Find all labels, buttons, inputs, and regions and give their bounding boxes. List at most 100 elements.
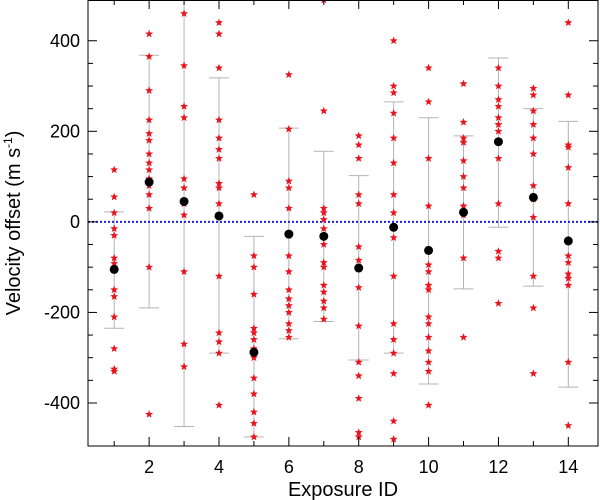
star-point bbox=[529, 106, 538, 115]
star-point bbox=[494, 154, 503, 162]
y-axis-title: Velocity offset (m s-1) bbox=[1, 131, 25, 316]
star-point bbox=[424, 201, 433, 210]
star-point bbox=[564, 358, 573, 366]
mean-marker-layer bbox=[109, 137, 573, 357]
star-point bbox=[215, 133, 223, 142]
star-point bbox=[249, 389, 258, 398]
star-point bbox=[494, 81, 503, 90]
star-point bbox=[494, 247, 503, 255]
star-point bbox=[249, 419, 258, 427]
star-point bbox=[564, 421, 573, 430]
star-point bbox=[494, 299, 503, 307]
x-axis: 2 4 6 8 10 12 14 bbox=[113, 0, 578, 477]
star-point bbox=[319, 224, 328, 233]
star-point bbox=[249, 190, 258, 199]
star-point bbox=[564, 142, 573, 151]
star-point bbox=[284, 333, 293, 341]
plot-frame bbox=[87, 0, 599, 447]
star-point bbox=[249, 290, 258, 298]
star-point bbox=[319, 281, 328, 289]
star-point bbox=[389, 88, 398, 97]
star-point bbox=[145, 29, 154, 38]
x-tick-label: 4 bbox=[214, 457, 224, 477]
star-point bbox=[494, 63, 503, 72]
star-point bbox=[389, 319, 398, 328]
star-point bbox=[494, 199, 503, 208]
star-point bbox=[354, 256, 363, 264]
star-point bbox=[319, 106, 328, 115]
star-point bbox=[354, 358, 363, 366]
star-point bbox=[215, 179, 223, 187]
star-point bbox=[459, 118, 468, 126]
star-point bbox=[215, 272, 223, 280]
star-point bbox=[284, 124, 293, 133]
star-point bbox=[249, 251, 258, 260]
star-point bbox=[110, 253, 119, 262]
star-point bbox=[284, 176, 293, 185]
star-point bbox=[215, 337, 223, 346]
star-point bbox=[354, 190, 363, 199]
star-point bbox=[110, 312, 119, 321]
star-point bbox=[529, 181, 538, 190]
star-point bbox=[284, 204, 293, 212]
star-point bbox=[354, 283, 363, 291]
star-point bbox=[249, 373, 258, 382]
x-axis-title: Exposure ID bbox=[288, 479, 398, 500]
star-point bbox=[424, 281, 433, 289]
star-point bbox=[249, 407, 258, 416]
star-point bbox=[459, 333, 468, 341]
star-point bbox=[249, 262, 258, 271]
star-point bbox=[284, 301, 293, 310]
star-point bbox=[459, 156, 468, 165]
star-point bbox=[389, 233, 398, 242]
star-point bbox=[145, 52, 154, 60]
star-point bbox=[145, 86, 154, 94]
star-point bbox=[354, 371, 363, 380]
star-point bbox=[180, 174, 189, 183]
star-point bbox=[424, 312, 433, 321]
star-point bbox=[215, 154, 223, 162]
star-point bbox=[564, 281, 573, 289]
star-point bbox=[180, 113, 189, 122]
star-point bbox=[389, 190, 398, 199]
star-point bbox=[110, 292, 119, 300]
star-point bbox=[459, 172, 468, 180]
star-point bbox=[529, 369, 538, 377]
star-point bbox=[354, 140, 363, 149]
star-point bbox=[354, 428, 363, 436]
star-point bbox=[180, 339, 189, 348]
star-point bbox=[180, 9, 189, 17]
star-point bbox=[145, 204, 154, 212]
star-point bbox=[529, 272, 538, 280]
star-point bbox=[564, 269, 573, 278]
star-point bbox=[424, 97, 433, 106]
star-point bbox=[459, 79, 468, 88]
star-point bbox=[215, 199, 223, 208]
star-point bbox=[215, 29, 223, 38]
y-tick-label: 0 bbox=[70, 212, 80, 232]
mean-point bbox=[284, 229, 294, 239]
star-point bbox=[529, 90, 538, 99]
star-point bbox=[180, 362, 189, 371]
star-point bbox=[110, 231, 119, 239]
star-point bbox=[319, 262, 328, 271]
mean-point bbox=[563, 236, 573, 246]
star-point bbox=[424, 367, 433, 375]
star-point bbox=[564, 251, 573, 260]
star-point bbox=[319, 296, 328, 305]
star-point bbox=[110, 165, 119, 174]
star-point bbox=[319, 287, 328, 296]
star-point bbox=[215, 145, 223, 153]
star-point bbox=[389, 208, 398, 217]
star-point bbox=[389, 435, 398, 443]
star-point bbox=[564, 199, 573, 208]
mean-point bbox=[354, 263, 364, 273]
star-point bbox=[249, 328, 258, 337]
star-point bbox=[284, 285, 293, 294]
star-point bbox=[424, 401, 433, 409]
star-point bbox=[354, 199, 363, 208]
star-point bbox=[389, 369, 398, 377]
star-point bbox=[215, 401, 223, 409]
star-point bbox=[284, 319, 293, 328]
